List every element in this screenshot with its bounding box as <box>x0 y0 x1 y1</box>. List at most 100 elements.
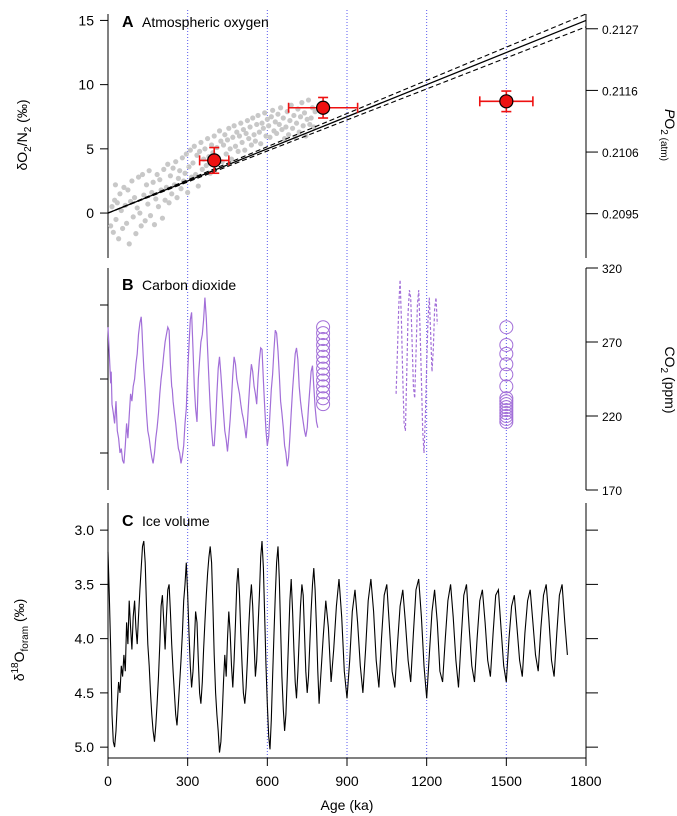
x-tick-label: 1500 <box>491 773 522 789</box>
co2-circle <box>316 320 331 335</box>
scatter-point <box>195 183 201 189</box>
scatter-point <box>150 179 156 185</box>
scatter-point <box>279 126 285 133</box>
scatter-point <box>125 187 131 193</box>
panel-a-left-tick-label: 10 <box>78 77 94 93</box>
scatter-point <box>120 225 126 232</box>
panel-a-ylabel-right: PO2 (atm) <box>658 109 677 161</box>
scatter-point <box>139 171 146 178</box>
scatter-point <box>297 114 304 120</box>
scatter-point <box>276 121 282 128</box>
scatter-point <box>141 192 147 198</box>
scatter-point <box>312 109 318 115</box>
scatter-point <box>301 110 308 116</box>
scatter-point <box>173 159 179 165</box>
scatter-point <box>228 156 235 162</box>
panel-c-title: Ice volume <box>142 513 210 529</box>
scatter-point <box>137 210 143 216</box>
co2-circle <box>499 320 514 335</box>
scatter-point <box>231 123 237 129</box>
scatter-point <box>299 100 305 106</box>
scatter-point <box>220 142 227 148</box>
scatter-point <box>242 147 248 153</box>
co2-circle <box>316 367 331 382</box>
panel-a-ylabel-left: δO2/N2 (‰) <box>14 99 34 170</box>
measurement-point <box>499 94 514 109</box>
scatter-point <box>123 220 130 226</box>
scatter-point <box>227 146 233 152</box>
scatter-point <box>129 178 135 184</box>
scatter-point <box>114 200 120 206</box>
scatter-point <box>270 107 276 113</box>
scatter-point <box>218 138 224 144</box>
scatter-point <box>254 121 260 128</box>
scatter-point <box>238 120 244 126</box>
scatter-point <box>185 189 191 196</box>
scatter-point <box>112 182 119 188</box>
co2-circle <box>499 411 514 426</box>
panel-a-left-tick-label: 0 <box>86 205 94 221</box>
fit-line <box>107 19 587 214</box>
scatter-point <box>305 97 312 103</box>
scatter-point <box>250 115 256 121</box>
scatter-point <box>255 112 261 119</box>
scatter-point <box>222 132 228 138</box>
panel-c-left-tick-label: 4.0 <box>75 631 95 647</box>
scatter-point <box>262 110 268 116</box>
x-tick-label: 1800 <box>570 773 601 789</box>
scatter-point <box>194 152 200 158</box>
scatter-point <box>291 112 297 119</box>
co2-circle <box>316 355 331 370</box>
scatter-point <box>293 120 300 126</box>
panel-c: 3.0 3.5 4.0 4.5 5.0 C Ice volume δ18Oforam (… <box>10 503 598 758</box>
panel-a-left-ticks: 0 5 10 15 <box>78 12 108 221</box>
scatter-point <box>289 125 296 131</box>
panel-b-circles <box>316 320 514 429</box>
co2-circle <box>316 326 331 341</box>
scatter-point <box>174 195 180 201</box>
panel-a-points <box>198 90 534 175</box>
scatter-point <box>223 151 229 157</box>
scatter-point <box>211 133 217 139</box>
scatter-point <box>252 138 258 144</box>
scatter-point <box>268 114 274 120</box>
co2-circle <box>316 349 331 364</box>
measurement-point <box>207 153 222 168</box>
scatter-point <box>159 215 166 221</box>
scatter-point <box>304 116 310 122</box>
d18o-line <box>107 540 568 753</box>
scatter-point <box>197 148 203 155</box>
scatter-point <box>259 120 265 126</box>
scatter-point <box>179 155 185 161</box>
scatter-point <box>204 135 211 142</box>
scatter-point <box>247 124 253 130</box>
scatter-point <box>109 204 115 210</box>
scatter-point <box>169 191 175 197</box>
panel-c-series <box>107 540 568 753</box>
co2-circle <box>499 379 514 394</box>
panel-c-letter: C <box>122 513 134 530</box>
scatter-point <box>161 166 167 172</box>
panel-a-right-tick-label: 0.2095 <box>602 208 639 222</box>
scatter-point <box>135 174 142 180</box>
scatter-point <box>121 184 127 190</box>
panel-b-series <box>107 279 438 467</box>
panel-b-right-tick-label: 270 <box>602 336 622 350</box>
x-axis-ticks: 0 300 600 900 1200 1500 1800 <box>104 758 602 789</box>
scatter-point <box>203 162 209 169</box>
scatter-point <box>275 111 281 117</box>
scatter-point <box>240 126 247 133</box>
co2-circle <box>499 346 514 361</box>
panel-b-right-ticks: 170 220 270 320 <box>586 262 622 498</box>
scatter-point <box>191 143 197 149</box>
scatter-point <box>116 236 122 242</box>
scatter-point <box>118 207 124 214</box>
scatter-point <box>244 117 251 124</box>
co2-circle <box>499 394 514 409</box>
scatter-point <box>190 160 196 166</box>
scatter-point <box>243 130 249 137</box>
scatter-point <box>224 137 231 143</box>
scatter-point <box>199 166 205 172</box>
scatter-point <box>138 223 144 229</box>
scatter-point <box>234 129 240 135</box>
